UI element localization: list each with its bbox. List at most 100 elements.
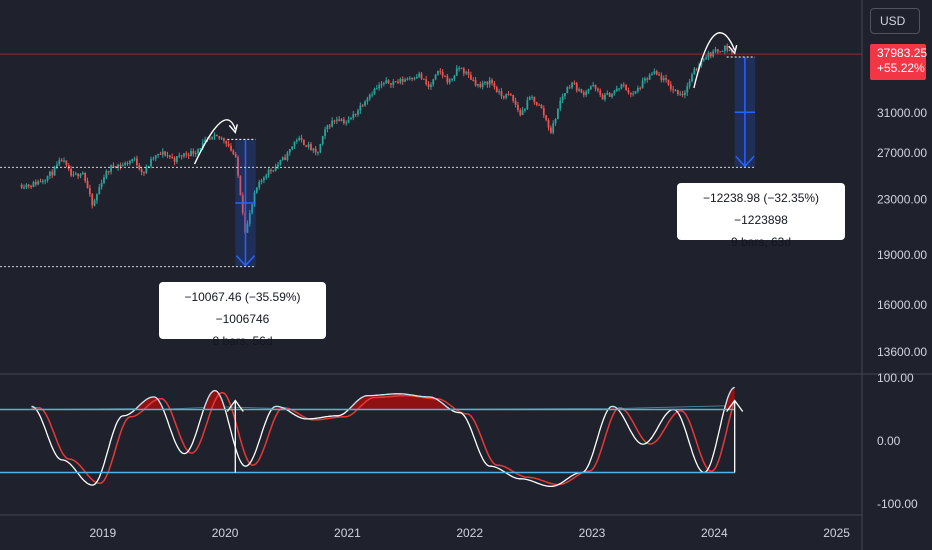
candle-body xyxy=(324,129,326,136)
candle-body xyxy=(53,166,56,176)
candle-body xyxy=(128,161,131,164)
candle-body xyxy=(599,90,602,95)
candle-body xyxy=(552,123,555,133)
candle-body xyxy=(164,151,167,156)
candle-body xyxy=(665,78,668,80)
candle-body xyxy=(20,184,23,188)
candle-body xyxy=(495,87,498,92)
candle-body xyxy=(298,138,301,140)
candle-body xyxy=(100,182,103,188)
candle-body xyxy=(260,180,263,182)
candle-body xyxy=(176,156,178,162)
candle-body xyxy=(636,87,639,92)
candle-body xyxy=(27,184,30,187)
candle-body xyxy=(246,223,249,233)
candle-body xyxy=(432,79,435,85)
candle-body xyxy=(441,71,444,76)
candle-body xyxy=(587,89,590,92)
candle-body xyxy=(119,164,122,167)
candle-body xyxy=(258,181,261,188)
candle-body xyxy=(390,83,392,85)
candle-body xyxy=(107,171,110,173)
time-axis-label: 2025 xyxy=(823,526,850,540)
candle-body xyxy=(171,157,174,159)
candle-body xyxy=(65,160,68,165)
candle-body xyxy=(286,152,289,160)
candle-body xyxy=(427,84,430,87)
candle-body xyxy=(716,49,719,52)
candle-body xyxy=(77,173,80,177)
last-price-change: +55.22% xyxy=(877,61,925,75)
candle-body xyxy=(56,164,58,167)
candle-body xyxy=(622,84,625,86)
oscillator-axis-label: -100.00 xyxy=(877,497,918,511)
candle-body xyxy=(634,91,637,94)
oscillator-panel xyxy=(0,386,744,488)
candle-body xyxy=(359,105,362,111)
candle-body xyxy=(98,187,101,195)
candle-body xyxy=(255,187,258,193)
candle-body xyxy=(387,80,390,84)
candle-body xyxy=(578,89,580,91)
candle-body xyxy=(439,70,442,72)
candle-body xyxy=(719,51,722,53)
last-price-value: 37983.25 xyxy=(877,46,928,60)
candle-body xyxy=(136,158,138,166)
candle-body xyxy=(161,151,164,155)
price-axis-label: 19000.00 xyxy=(877,248,927,262)
candle-body xyxy=(126,162,129,164)
candle-body xyxy=(573,82,576,84)
candle-body xyxy=(124,162,127,166)
candle-body xyxy=(653,71,656,74)
candle-body xyxy=(568,87,571,89)
candle-body xyxy=(632,93,635,95)
candle-body xyxy=(201,142,204,149)
candle-body xyxy=(465,71,468,74)
candle-body xyxy=(272,170,275,172)
candle-body xyxy=(314,148,317,153)
candle-body xyxy=(554,118,557,124)
candle-body xyxy=(646,78,649,80)
candle-body xyxy=(74,173,77,175)
candle-body xyxy=(310,144,312,151)
candle-body xyxy=(545,115,548,120)
candle-body xyxy=(460,68,463,70)
price-axis-label: 27000.00 xyxy=(877,146,927,160)
candle-body xyxy=(648,74,651,80)
candle-body xyxy=(270,169,272,171)
candle-body xyxy=(455,68,458,76)
candle-body xyxy=(211,136,214,139)
candle-body xyxy=(526,100,529,110)
candle-body xyxy=(173,157,176,162)
candle-body xyxy=(512,94,515,101)
candle-body xyxy=(629,92,632,95)
candle-body xyxy=(594,84,597,89)
candle-body xyxy=(705,57,707,59)
candle-body xyxy=(380,84,383,86)
candle-body xyxy=(342,119,345,123)
candle-body xyxy=(70,168,72,176)
candle-body xyxy=(51,171,54,176)
candle-body xyxy=(726,45,729,51)
candle-body xyxy=(674,90,677,92)
currency-button[interactable]: USD xyxy=(870,8,920,34)
candle-body xyxy=(133,158,136,160)
candle-body xyxy=(248,212,251,224)
candle-body xyxy=(138,165,141,170)
candle-body xyxy=(425,79,428,85)
candle-body xyxy=(462,68,465,74)
candle-body xyxy=(274,166,277,171)
candle-body xyxy=(658,74,660,76)
candle-body xyxy=(559,100,562,109)
candle-body xyxy=(641,80,644,89)
candle-body xyxy=(397,81,399,83)
candle-body xyxy=(300,138,303,140)
candle-body xyxy=(364,101,366,106)
oscillator-top-outline xyxy=(31,387,735,410)
candle-body xyxy=(208,138,211,140)
candle-body xyxy=(41,181,44,183)
candle-body xyxy=(385,80,388,84)
candle-body xyxy=(140,169,143,173)
